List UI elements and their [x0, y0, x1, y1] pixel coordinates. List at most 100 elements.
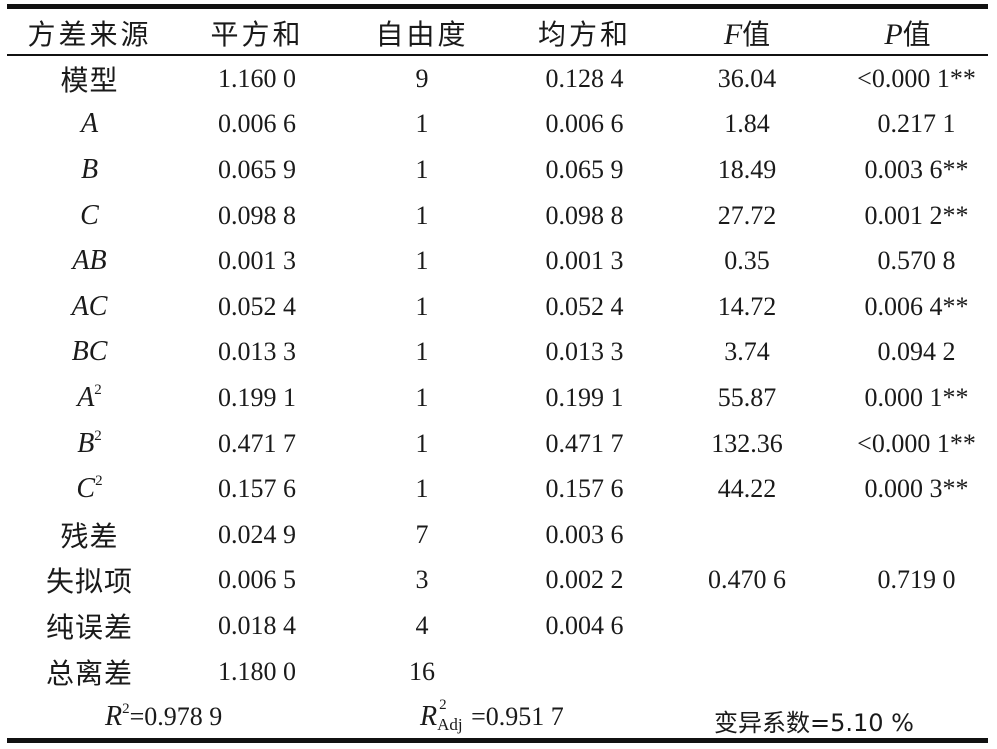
header-p-letter: P [884, 17, 903, 51]
table-body: 模型 1.160 0 9 0.128 4 36.04 <0.000 1** A 0.006 6… [7, 56, 988, 694]
header-mean-square: 均方和 [537, 17, 631, 51]
table-top-rule [7, 4, 988, 9]
cell-f-value [667, 512, 827, 558]
table-row: B 0.065 9 1 0.065 9 18.49 0.003 6** [7, 147, 988, 193]
cell-degrees-of-freedom: 1 [415, 200, 429, 230]
cell-mean-square: 0.052 4 [545, 291, 624, 321]
cell-p-value: 0.570 8 [877, 246, 956, 276]
source-label: AB [72, 245, 107, 277]
cell-degrees-of-freedom: 3 [415, 565, 429, 595]
cell-p-value [827, 603, 988, 649]
cell-sum-of-squares: 0.199 1 [218, 382, 296, 412]
anova-table: 方差来源 平方和 自由度 均方和 F值 P值 模型 1.160 0 9 0.128 4… [7, 9, 988, 694]
cell-sum-of-squares: 1.180 0 [218, 656, 296, 686]
source-label: BC [71, 336, 108, 368]
cell-sum-of-squares: 0.018 4 [218, 610, 296, 640]
cell-mean-square: 0.013 3 [545, 337, 624, 367]
table-row: BC 0.013 3 1 0.013 3 3.74 0.094 2 [7, 330, 988, 376]
table-row: 模型 1.160 0 9 0.128 4 36.04 <0.000 1** [7, 56, 988, 102]
cell-source: 总离差 [7, 649, 172, 695]
header-row: 方差来源 平方和 自由度 均方和 F值 P值 [7, 9, 988, 56]
cell-p-value: <0.000 1** [857, 428, 976, 458]
source-exponent: 2 [94, 381, 102, 398]
cell-p-value [827, 649, 988, 695]
table-row: A 0.006 6 1 0.006 6 1.84 0.217 1 [7, 102, 988, 148]
cell-degrees-of-freedom: 1 [415, 291, 429, 321]
cell-mean-square: 0.157 6 [545, 474, 624, 504]
r-squared-sup: 2 [122, 701, 130, 717]
source-label: 总离差 [45, 656, 133, 690]
cell-mean-square: 0.065 9 [545, 154, 624, 184]
r-squared-letter: R [105, 701, 123, 732]
source-label: 失拟项 [45, 565, 133, 599]
r-squared-adjusted: R 2 Adj =0.951 7 [420, 697, 564, 734]
table-row: 纯误差 0.018 4 4 0.004 6 [7, 603, 988, 649]
cell-degrees-of-freedom: 1 [415, 109, 429, 139]
cell-p-value: 0.000 3** [864, 474, 969, 504]
cell-source: AB [7, 238, 172, 284]
cell-degrees-of-freedom: 1 [415, 382, 429, 412]
source-label: B [77, 427, 95, 459]
source-label: 残差 [60, 519, 119, 553]
cell-f-value: 14.72 [717, 291, 777, 321]
r-adj-letter: R [420, 701, 438, 732]
cell-sum-of-squares: 0.065 9 [218, 154, 296, 184]
cell-p-value: <0.000 1** [857, 63, 976, 93]
source-label: C [76, 473, 96, 505]
r-squared: R2=0.978 9 [105, 701, 222, 733]
source-label: 纯误差 [45, 610, 133, 644]
cell-p-value: 0.217 1 [877, 109, 956, 139]
cell-source: A2 [7, 375, 172, 421]
cell-mean-square [502, 649, 667, 695]
cell-sum-of-squares: 0.013 3 [218, 337, 296, 367]
cell-source: A [7, 102, 172, 148]
cell-sum-of-squares: 0.157 6 [218, 474, 296, 504]
coefficient-of-variation: 变异系数=5.10 % [714, 709, 914, 737]
table-footer: R2=0.978 9 R 2 Adj =0.951 7 变异系数=5.10 % [7, 697, 988, 737]
source-label: C [80, 199, 99, 231]
cell-degrees-of-freedom: 1 [415, 428, 429, 458]
table-row: 总离差 1.180 0 16 [7, 649, 988, 695]
cell-p-value: 0.719 0 [877, 565, 956, 595]
cell-sum-of-squares: 0.471 7 [218, 428, 296, 458]
source-label: A [80, 108, 99, 140]
table-header-rule [7, 54, 988, 56]
cell-f-value [667, 603, 827, 649]
cell-sum-of-squares: 1.160 0 [218, 63, 296, 93]
cell-mean-square: 0.004 6 [545, 610, 624, 640]
cell-mean-square: 0.471 7 [545, 428, 624, 458]
table-row: B2 0.471 7 1 0.471 7 132.36 <0.000 1** [7, 421, 988, 467]
header-f-value: F值 [667, 9, 827, 56]
cell-f-value: 0.470 6 [708, 565, 786, 595]
r-adj-value: =0.951 7 [471, 702, 564, 731]
cell-p-value: 0.001 2** [864, 200, 969, 230]
cell-degrees-of-freedom: 1 [415, 246, 429, 276]
source-exponent: 2 [94, 427, 102, 444]
cell-sum-of-squares: 0.006 5 [218, 565, 296, 595]
table-row: A2 0.199 1 1 0.199 1 55.87 0.000 1** [7, 375, 988, 421]
cell-mean-square: 0.199 1 [545, 382, 624, 412]
header-p-suffix: 值 [902, 17, 931, 51]
source-label: A [77, 381, 95, 413]
cell-f-value: 18.49 [717, 154, 777, 184]
header-p-value: P值 [827, 9, 988, 56]
cell-mean-square: 0.003 6 [545, 519, 624, 549]
cell-mean-square: 0.002 2 [545, 565, 624, 595]
r-adj-script: 2 Adj [437, 697, 471, 734]
table-row: 失拟项 0.006 5 3 0.002 2 0.470 6 0.719 0 [7, 558, 988, 604]
cell-sum-of-squares: 0.098 8 [218, 200, 296, 230]
cell-source: B2 [7, 421, 172, 467]
cell-sum-of-squares: 0.006 6 [218, 109, 296, 139]
cell-source: B [7, 147, 172, 193]
cell-source: C2 [7, 466, 172, 512]
cell-f-value: 44.22 [717, 474, 777, 504]
cell-degrees-of-freedom: 1 [415, 154, 429, 184]
cell-source: C [7, 193, 172, 239]
cell-degrees-of-freedom: 16 [409, 656, 435, 686]
cell-f-value: 0.35 [724, 246, 770, 276]
header-sum-of-squares: 平方和 [210, 17, 304, 51]
source-label: B [80, 153, 99, 185]
cell-mean-square: 0.098 8 [545, 200, 624, 230]
cell-degrees-of-freedom: 4 [415, 610, 429, 640]
cell-degrees-of-freedom: 1 [415, 474, 429, 504]
